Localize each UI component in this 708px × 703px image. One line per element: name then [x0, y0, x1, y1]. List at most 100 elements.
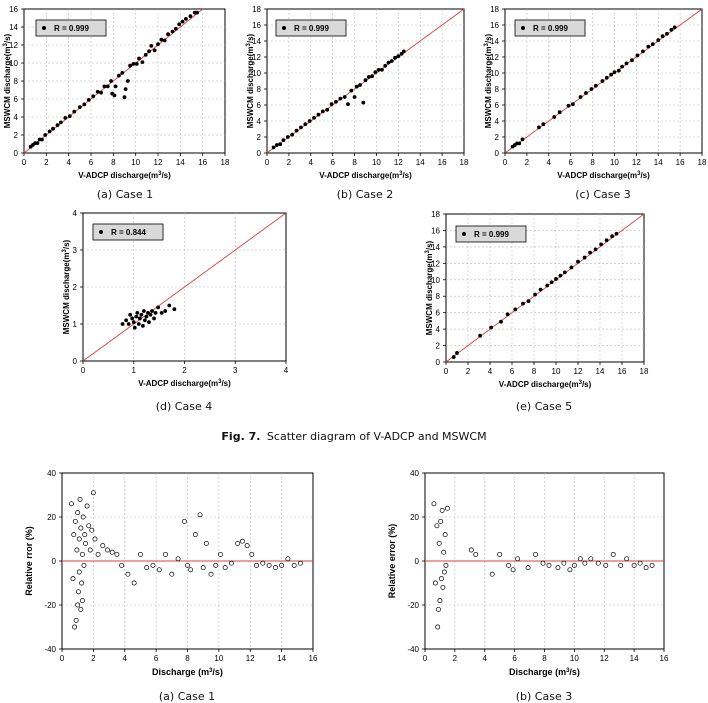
y-tick-label: 4	[495, 117, 500, 126]
y-axis-label: MSWCM discharge(m3/s)	[62, 239, 71, 334]
chart-caption: (b) Case 2	[337, 188, 393, 201]
data-point	[320, 109, 325, 114]
x-tick-label: 1	[132, 366, 137, 375]
data-point	[63, 116, 68, 120]
data-point	[222, 565, 228, 571]
data-point	[366, 75, 371, 79]
data-point	[177, 22, 182, 27]
data-point	[595, 560, 601, 566]
y-tick-label: 2	[73, 283, 78, 292]
data-point	[181, 518, 187, 524]
x-tick-label: 4	[284, 366, 289, 375]
data-point	[71, 532, 77, 538]
data-point	[554, 277, 558, 281]
data-point	[630, 58, 634, 63]
data-point	[79, 551, 85, 557]
data-point	[142, 309, 146, 313]
y-tick-label: 14	[490, 37, 499, 46]
data-point	[95, 89, 100, 94]
chart-caption: (c) Case 3	[575, 188, 631, 201]
data-point	[541, 122, 546, 127]
data-point	[159, 311, 164, 315]
data-point	[217, 551, 223, 557]
x-tick-label: 16	[676, 158, 685, 167]
data-point	[285, 556, 291, 562]
data-point	[125, 571, 131, 577]
data-point	[95, 551, 101, 557]
x-tick-label: 4	[309, 158, 314, 167]
data-point	[128, 63, 132, 68]
y-tick-label: -20	[407, 601, 419, 610]
data-point	[156, 567, 162, 573]
y-tick-label: 40	[410, 469, 419, 478]
data-point	[173, 26, 178, 31]
data-point	[68, 501, 74, 507]
data-point	[77, 496, 83, 502]
data-point	[213, 562, 219, 568]
data-point	[436, 540, 442, 546]
y-tick-label: 10	[9, 59, 18, 68]
data-point	[272, 565, 278, 571]
data-point	[86, 98, 91, 102]
data-point	[513, 307, 518, 312]
data-point	[119, 562, 125, 568]
x-tick-label: 12	[600, 654, 609, 663]
data-point	[499, 319, 503, 324]
legend-label: R = 0.999	[474, 230, 509, 239]
data-point	[610, 234, 614, 239]
data-point	[442, 532, 448, 538]
data-point	[156, 42, 160, 46]
y-tick-label: 6	[14, 95, 19, 104]
data-point	[334, 99, 338, 104]
x-tick-label: 0	[444, 367, 449, 376]
data-point	[200, 565, 206, 571]
data-point	[89, 527, 95, 533]
data-point	[473, 551, 479, 557]
x-tick-label: 10	[570, 654, 579, 663]
data-point	[609, 72, 614, 77]
one-to-one-line	[82, 212, 287, 362]
data-point	[520, 137, 525, 142]
data-point	[278, 142, 283, 147]
x-tick-label: 16	[309, 654, 318, 663]
y-tick-label: 12	[431, 259, 440, 268]
y-tick-label: 0	[257, 149, 262, 158]
legend-box	[92, 223, 164, 241]
data-point	[185, 562, 190, 568]
data-point	[58, 120, 63, 125]
data-point	[131, 580, 137, 586]
data-point	[82, 532, 88, 538]
data-point	[156, 305, 161, 310]
data-point	[228, 560, 234, 566]
data-point	[455, 351, 459, 355]
y-tick-label: 2	[257, 133, 262, 142]
legend-marker	[99, 230, 103, 234]
data-point	[604, 238, 609, 243]
data-point	[537, 125, 541, 130]
data-point	[140, 60, 145, 64]
legend-box	[35, 19, 107, 37]
data-point	[188, 14, 193, 19]
data-point	[72, 518, 78, 524]
y-tick-label: 0	[436, 358, 441, 367]
y-axis-label: MSWCM discharge(m3/s)	[425, 240, 434, 335]
data-point	[298, 560, 303, 566]
data-point	[285, 135, 290, 139]
data-point	[39, 137, 44, 142]
y-axis-label: MSWCM discharge(m3/s)	[3, 33, 12, 128]
data-point	[433, 580, 438, 586]
legend-label: R = 0.844	[111, 228, 146, 237]
data-point	[616, 68, 621, 73]
data-point	[665, 31, 669, 36]
data-point	[51, 126, 55, 131]
y-tick-label: 0	[495, 149, 500, 158]
data-point	[439, 507, 445, 513]
x-tick-label: 8	[590, 158, 595, 167]
data-point	[582, 255, 587, 260]
data-point	[92, 536, 98, 542]
data-point	[130, 316, 135, 321]
x-tick-label: 8	[542, 654, 547, 663]
data-point	[441, 549, 447, 555]
legend-box	[275, 19, 347, 37]
data-point	[162, 38, 167, 43]
